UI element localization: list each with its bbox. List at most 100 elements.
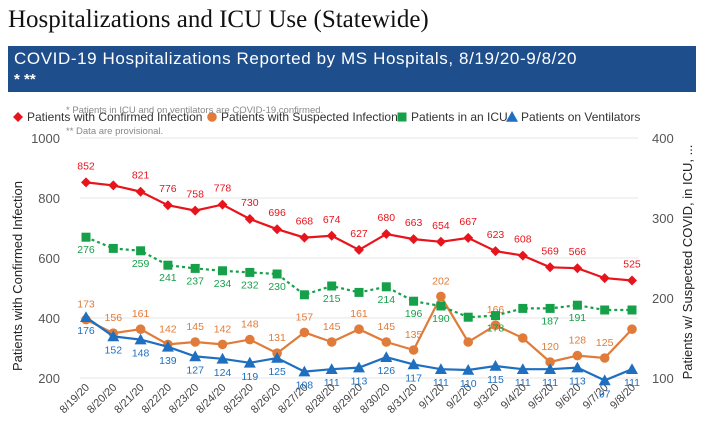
data-point-icu bbox=[299, 290, 309, 300]
data-label-confirmed: 608 bbox=[514, 234, 532, 246]
y-axis-title: Patients with Confirmed Infection bbox=[10, 181, 25, 371]
data-label-confirmed: 566 bbox=[569, 246, 587, 258]
y2-tick-label: 400 bbox=[652, 131, 674, 146]
y-tick-label: 800 bbox=[38, 191, 60, 206]
data-point-confirmed bbox=[463, 232, 474, 243]
data-label-confirmed: 654 bbox=[432, 220, 450, 232]
data-point-confirmed bbox=[435, 236, 446, 247]
data-point-confirmed bbox=[381, 229, 392, 239]
data-point-ventilators bbox=[571, 361, 584, 373]
data-point-ventilators bbox=[161, 340, 174, 352]
footnote-2: ** Data are provisional. bbox=[66, 126, 163, 137]
data-label-ventilators: 148 bbox=[132, 348, 150, 360]
data-point-icu bbox=[327, 281, 337, 291]
data-point-suspected bbox=[518, 333, 528, 343]
data-point-ventilators bbox=[434, 363, 447, 374]
data-label-ventilators: 97 bbox=[599, 388, 611, 400]
data-point-suspected bbox=[490, 320, 501, 331]
data-label-icu: 234 bbox=[214, 278, 232, 290]
data-label-suspected: 142 bbox=[159, 323, 177, 335]
data-label-confirmed: 668 bbox=[296, 216, 314, 228]
legend-marker-confirmed bbox=[13, 112, 23, 122]
data-label-icu: 190 bbox=[432, 313, 450, 325]
data-point-suspected bbox=[436, 291, 446, 302]
data-point-icu bbox=[163, 260, 173, 270]
data-point-icu bbox=[409, 296, 419, 306]
data-point-ventilators bbox=[80, 311, 92, 322]
data-label-confirmed: 852 bbox=[77, 160, 95, 172]
page-title: Hospitalizations and ICU Use (Statewide) bbox=[8, 6, 429, 33]
data-point-icu bbox=[136, 246, 146, 256]
data-point-ventilators bbox=[462, 364, 475, 375]
data-label-icu: 187 bbox=[541, 315, 559, 327]
data-label-suspected: 135 bbox=[405, 329, 423, 341]
data-label-ventilators: 127 bbox=[186, 364, 204, 376]
data-point-confirmed bbox=[545, 262, 556, 273]
data-point-icu bbox=[381, 282, 391, 292]
data-point-suspected bbox=[299, 327, 310, 338]
data-label-ventilators: 139 bbox=[159, 355, 177, 367]
data-point-suspected bbox=[572, 350, 583, 361]
data-point-suspected bbox=[599, 353, 610, 363]
data-point-confirmed bbox=[599, 273, 610, 284]
data-point-suspected bbox=[245, 334, 255, 345]
data-label-suspected: 128 bbox=[569, 335, 587, 347]
data-label-ventilators: 110 bbox=[460, 378, 477, 390]
data-label-suspected: 161 bbox=[132, 308, 150, 320]
data-point-ventilators bbox=[243, 356, 256, 368]
data-point-confirmed bbox=[354, 244, 364, 255]
data-label-icu: 232 bbox=[241, 279, 259, 291]
data-label-icu: 241 bbox=[159, 272, 177, 284]
data-point-confirmed bbox=[299, 232, 310, 243]
data-point-ventilators bbox=[407, 358, 420, 370]
data-label-confirmed: 674 bbox=[323, 214, 341, 226]
data-label-icu: 230 bbox=[268, 281, 286, 293]
data-label-icu: 196 bbox=[405, 308, 423, 320]
data-point-confirmed bbox=[135, 186, 146, 197]
data-point-suspected bbox=[381, 337, 392, 347]
data-label-suspected: 142 bbox=[214, 323, 232, 335]
data-point-ventilators bbox=[189, 350, 202, 362]
y-tick-label: 200 bbox=[38, 371, 60, 386]
data-label-suspected: 120 bbox=[541, 341, 559, 353]
data-label-confirmed: 627 bbox=[350, 228, 368, 240]
data-label-icu: 215 bbox=[323, 293, 341, 305]
data-label-confirmed: 758 bbox=[186, 189, 204, 201]
data-point-icu bbox=[354, 287, 364, 297]
data-point-suspected bbox=[545, 357, 555, 367]
data-label-suspected: 145 bbox=[186, 321, 204, 333]
data-point-icu bbox=[518, 303, 528, 313]
data-point-ventilators bbox=[516, 363, 529, 374]
banner-marks: * ** bbox=[14, 71, 36, 88]
data-point-ventilators bbox=[216, 352, 229, 364]
data-point-icu bbox=[272, 269, 282, 279]
data-label-confirmed: 776 bbox=[159, 183, 177, 195]
data-label-icu: 259 bbox=[132, 258, 150, 270]
data-point-suspected bbox=[135, 324, 146, 335]
data-point-confirmed bbox=[627, 275, 637, 286]
data-label-icu: 237 bbox=[186, 275, 204, 287]
data-point-ventilators bbox=[353, 361, 365, 373]
data-point-ventilators bbox=[626, 363, 638, 374]
data-point-confirmed bbox=[108, 180, 119, 191]
banner-title: COVID-19 Hospitalizations Reported by MS… bbox=[14, 49, 578, 68]
data-point-ventilators bbox=[489, 360, 502, 371]
data-point-icu bbox=[81, 232, 91, 242]
x-tick-label: 8/31/20 bbox=[385, 382, 419, 416]
data-point-confirmed bbox=[190, 205, 201, 216]
data-point-confirmed bbox=[517, 250, 528, 261]
data-point-confirmed bbox=[326, 230, 337, 241]
data-label-suspected: 161 bbox=[350, 308, 368, 320]
data-label-ventilators: 113 bbox=[351, 376, 368, 388]
data-point-ventilators bbox=[598, 374, 611, 386]
data-label-suspected: 156 bbox=[105, 312, 123, 324]
data-label-suspected: 173 bbox=[77, 299, 95, 311]
y2-tick-label: 300 bbox=[652, 211, 674, 226]
data-label-ventilators: 111 bbox=[433, 377, 449, 389]
data-point-suspected bbox=[463, 337, 474, 347]
data-point-suspected bbox=[217, 339, 228, 350]
legend-label-suspected: Patients with Suspected Infection bbox=[221, 110, 398, 124]
data-point-confirmed bbox=[490, 246, 501, 257]
data-label-confirmed: 569 bbox=[541, 245, 559, 257]
